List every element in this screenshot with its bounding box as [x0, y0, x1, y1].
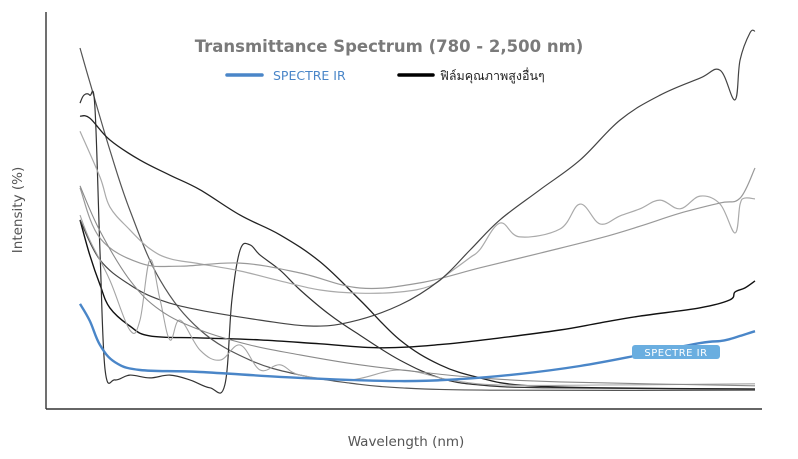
series-line-other-film-5	[79, 130, 756, 294]
legend: SPECTRE IR ฟิล์มคุณภาพสูงอื่นๆ	[225, 67, 545, 84]
series-line-spectre-ir	[78, 303, 756, 383]
y-axis-label: Intensity (%)	[10, 167, 26, 253]
annotation-badge	[632, 345, 720, 359]
chart-title: Transmittance Spectrum (780 - 2,500 nm)	[195, 37, 584, 56]
series-line-other-film-7	[79, 29, 756, 327]
series-line-other-film-2	[79, 47, 756, 391]
annotation-label: SPECTRE IR	[644, 348, 707, 359]
x-axis-label: Wavelength (nm)	[348, 434, 465, 450]
legend-label-spectre-ir: SPECTRE IR	[273, 68, 346, 83]
series-layer	[78, 29, 756, 394]
series-line-other-film-3	[79, 90, 756, 394]
series-line-other-film-8	[79, 214, 756, 387]
series-line-other-film-9	[79, 185, 756, 387]
legend-label-other-films: ฟิล์มคุณภาพสูงอื่นๆ	[440, 67, 545, 84]
spectre-ir-annotation: SPECTRE IR	[632, 345, 720, 359]
series-line-other-film-6	[79, 167, 756, 290]
